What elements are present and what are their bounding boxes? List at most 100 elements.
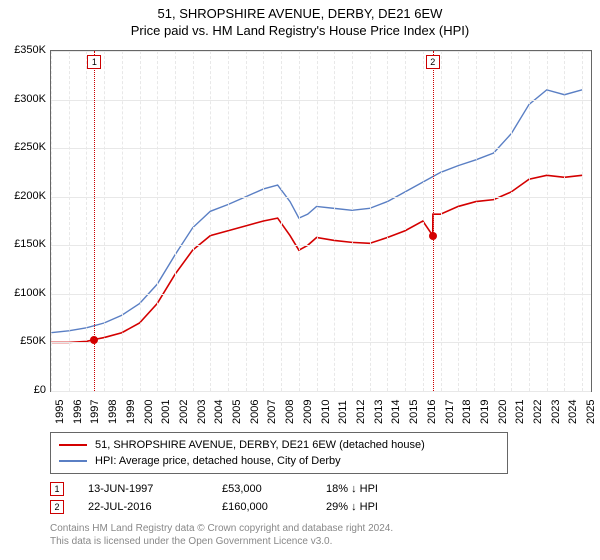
x-axis-label: 2010: [320, 400, 332, 424]
x-axis-label: 2020: [497, 400, 509, 424]
x-axis-label: 2018: [461, 400, 473, 424]
x-axis-label: 2005: [231, 400, 243, 424]
x-gridline: [441, 51, 442, 391]
x-gridline: [281, 51, 282, 391]
x-gridline: [69, 51, 70, 391]
chart-title-subtitle: Price paid vs. HM Land Registry's House …: [0, 21, 600, 42]
x-axis-label: 2024: [567, 400, 579, 424]
x-gridline: [582, 51, 583, 391]
x-gridline: [387, 51, 388, 391]
footer-attribution: Contains HM Land Registry data © Crown c…: [50, 522, 570, 548]
x-axis-label: 2004: [213, 400, 225, 424]
x-axis-label: 2002: [178, 400, 190, 424]
legend-label-price-paid: 51, SHROPSHIRE AVENUE, DERBY, DE21 6EW (…: [95, 439, 425, 451]
x-axis-label: 2008: [284, 400, 296, 424]
y-axis-label: £150K: [14, 238, 46, 250]
x-gridline: [228, 51, 229, 391]
x-gridline: [423, 51, 424, 391]
x-axis-label: 2017: [444, 400, 456, 424]
event-row: 2 22-JUL-2016 £160,000 29% ↓ HPI: [50, 498, 378, 516]
x-gridline: [122, 51, 123, 391]
legend-swatch-hpi: [59, 460, 87, 462]
x-axis-label: 2014: [390, 400, 402, 424]
x-gridline: [564, 51, 565, 391]
y-gridline: [51, 51, 591, 52]
x-axis-label: 2009: [302, 400, 314, 424]
x-axis-label: 2021: [514, 400, 526, 424]
x-gridline: [511, 51, 512, 391]
x-gridline: [547, 51, 548, 391]
x-gridline: [193, 51, 194, 391]
x-axis-label: 2019: [479, 400, 491, 424]
y-gridline: [51, 197, 591, 198]
event-marker-icon: 1: [50, 482, 64, 496]
y-axis-label: £250K: [14, 141, 46, 153]
x-axis-label: 1998: [107, 400, 119, 424]
x-axis-label: 1997: [89, 400, 101, 424]
y-gridline: [51, 245, 591, 246]
x-axis-label: 2025: [585, 400, 597, 424]
event-marker-icon: 2: [50, 500, 64, 514]
x-axis-label: 2015: [408, 400, 420, 424]
y-gridline: [51, 294, 591, 295]
event-marker-line: [433, 51, 434, 391]
event-dot-icon: [429, 232, 437, 240]
x-gridline: [86, 51, 87, 391]
x-gridline: [334, 51, 335, 391]
x-gridline: [317, 51, 318, 391]
y-axis-label: £0: [34, 384, 46, 396]
event-marker-box: 2: [426, 55, 440, 69]
chart-legend: 51, SHROPSHIRE AVENUE, DERBY, DE21 6EW (…: [50, 432, 508, 474]
legend-row: 51, SHROPSHIRE AVENUE, DERBY, DE21 6EW (…: [59, 437, 499, 453]
legend-swatch-price-paid: [59, 444, 87, 446]
event-delta: 18% ↓ HPI: [326, 483, 378, 495]
event-delta: 29% ↓ HPI: [326, 501, 378, 513]
x-gridline: [104, 51, 105, 391]
legend-label-hpi: HPI: Average price, detached house, City…: [95, 455, 341, 467]
x-gridline: [246, 51, 247, 391]
x-axis-label: 1996: [72, 400, 84, 424]
x-axis-label: 2023: [550, 400, 562, 424]
x-gridline: [299, 51, 300, 391]
x-axis-label: 2013: [373, 400, 385, 424]
y-gridline: [51, 148, 591, 149]
footer-line1: Contains HM Land Registry data © Crown c…: [50, 522, 570, 535]
x-axis-label: 2016: [426, 400, 438, 424]
y-axis-label: £350K: [14, 44, 46, 56]
x-gridline: [210, 51, 211, 391]
y-gridline: [51, 342, 591, 343]
y-axis-label: £50K: [20, 335, 46, 347]
y-gridline: [51, 100, 591, 101]
x-gridline: [529, 51, 530, 391]
x-axis-label: 2000: [143, 400, 155, 424]
x-gridline: [352, 51, 353, 391]
x-gridline: [263, 51, 264, 391]
y-axis-label: £100K: [14, 287, 46, 299]
x-axis-label: 2006: [249, 400, 261, 424]
y-gridline: [51, 391, 591, 392]
x-axis-label: 2022: [532, 400, 544, 424]
x-gridline: [494, 51, 495, 391]
x-axis-label: 1999: [125, 400, 137, 424]
event-date: 22-JUL-2016: [88, 501, 198, 513]
x-gridline: [476, 51, 477, 391]
x-gridline: [405, 51, 406, 391]
event-dot-icon: [90, 336, 98, 344]
x-gridline: [175, 51, 176, 391]
y-axis-label: £300K: [14, 93, 46, 105]
chart-plot-area: 12: [50, 50, 592, 392]
event-row: 1 13-JUN-1997 £53,000 18% ↓ HPI: [50, 480, 378, 498]
chart-svg: [51, 51, 591, 391]
event-date: 13-JUN-1997: [88, 483, 198, 495]
event-marker-box: 1: [87, 55, 101, 69]
chart-title-address: 51, SHROPSHIRE AVENUE, DERBY, DE21 6EW: [0, 0, 600, 21]
x-axis-label: 2003: [196, 400, 208, 424]
x-axis-label: 2012: [355, 400, 367, 424]
x-gridline: [370, 51, 371, 391]
footer-line2: This data is licensed under the Open Gov…: [50, 535, 570, 548]
x-gridline: [140, 51, 141, 391]
event-price: £53,000: [222, 483, 302, 495]
y-axis-label: £200K: [14, 190, 46, 202]
legend-row: HPI: Average price, detached house, City…: [59, 453, 499, 469]
x-gridline: [157, 51, 158, 391]
